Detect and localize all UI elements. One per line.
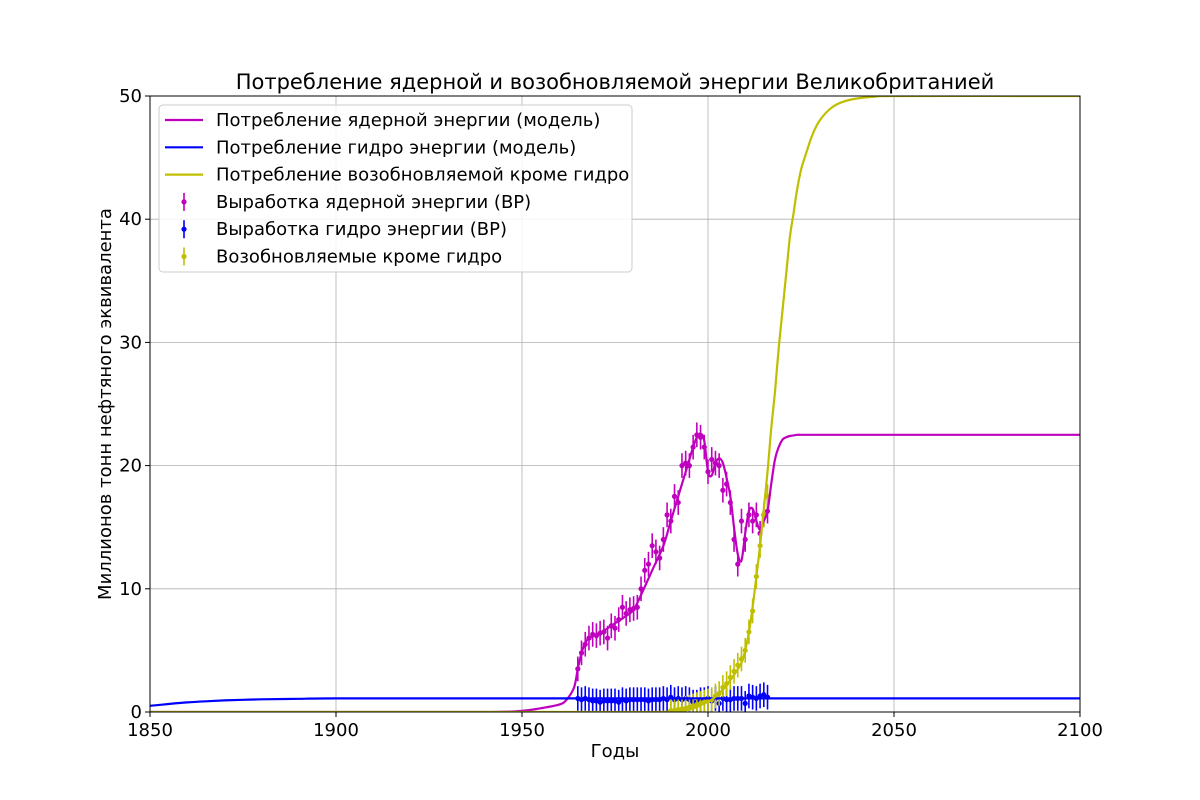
legend-box	[158, 104, 633, 273]
data-point	[738, 518, 745, 524]
legend-marker	[181, 253, 187, 260]
chart-title: Потребление ядерной и возобновляемой эне…	[236, 70, 995, 94]
legend-item-nuclear-bp: Выработка ядерной энергии (BP)	[181, 192, 531, 213]
series-line-nuclear-model	[150, 432, 1080, 712]
data-point	[742, 700, 748, 706]
y-tick-label: 0	[131, 702, 142, 723]
data-point	[601, 698, 607, 704]
legend-item-renewables-bp: Возобновляемые кроме гидро	[181, 247, 502, 268]
plot-area	[150, 96, 1080, 712]
data-point	[720, 487, 726, 493]
y-tick-label: 20	[119, 456, 142, 477]
legend-marker	[181, 199, 187, 205]
legend-item-hydro-model: Потребление гидро энергии (модель)	[165, 137, 576, 158]
data-point	[653, 549, 659, 555]
y-tick-label: 10	[119, 579, 142, 600]
x-tick-label: 2000	[685, 720, 731, 741]
x-tick-label: 1950	[499, 720, 545, 741]
data-point	[709, 456, 715, 463]
legend-label: Потребление ядерной энергии (модель)	[216, 110, 600, 131]
data-point	[619, 604, 626, 610]
x-tick-label: 1850	[127, 720, 173, 741]
plot-frame	[149, 95, 1081, 713]
data-point	[649, 543, 655, 549]
y-axis-label: Миллионов тонн нефтяного эквивалента	[95, 208, 116, 600]
legend-item-hydro-bp: Выработка гидро энергии (BP)	[181, 219, 507, 240]
legend: Потребление ядерной энергии (модель) Потр…	[158, 104, 633, 273]
data-point	[679, 463, 685, 469]
y-tick-label: 40	[119, 209, 142, 230]
series-line-renewables-model	[150, 96, 1080, 712]
data-point	[645, 561, 652, 567]
x-axis-label: Годы	[591, 741, 640, 762]
data-point	[761, 692, 767, 698]
y-tick-label: 50	[119, 86, 142, 107]
data-point	[612, 625, 618, 631]
x-axis: 1850 1900 1950 2000 2050 2100	[127, 712, 1103, 741]
data-point	[716, 463, 722, 469]
legend-marker	[181, 226, 187, 232]
series-line-hydro-model	[150, 697, 1080, 707]
x-tick-label: 1900	[313, 720, 359, 741]
data-point	[616, 699, 622, 705]
data-point	[664, 512, 670, 518]
x-tick-label: 2100	[1057, 720, 1103, 741]
legend-item-renewables-model: Потребление возобновляемой кроме гидро	[165, 165, 629, 186]
x-tick-label: 2050	[871, 720, 917, 741]
data-point	[750, 518, 756, 524]
y-axis: 0 10 20 30 40 50	[119, 86, 150, 723]
data-point	[590, 698, 596, 704]
legend-item-nuclear-model: Потребление ядерной энергии (модель)	[165, 110, 600, 131]
data-point	[735, 561, 741, 567]
data-point	[604, 635, 611, 641]
legend-label: Возобновляемые кроме гидро	[216, 247, 502, 268]
data-point	[642, 567, 648, 573]
data-point	[671, 493, 678, 499]
legend-label: Потребление возобновляемой кроме гидро	[216, 165, 629, 186]
legend-label: Потребление гидро энергии (модель)	[216, 137, 576, 158]
legend-label: Выработка ядерной энергии (BP)	[216, 192, 531, 213]
legend-label: Выработка гидро энергии (BP)	[216, 219, 507, 240]
data-point	[608, 698, 614, 704]
data-point	[604, 698, 611, 704]
y-tick-label: 30	[119, 332, 142, 353]
